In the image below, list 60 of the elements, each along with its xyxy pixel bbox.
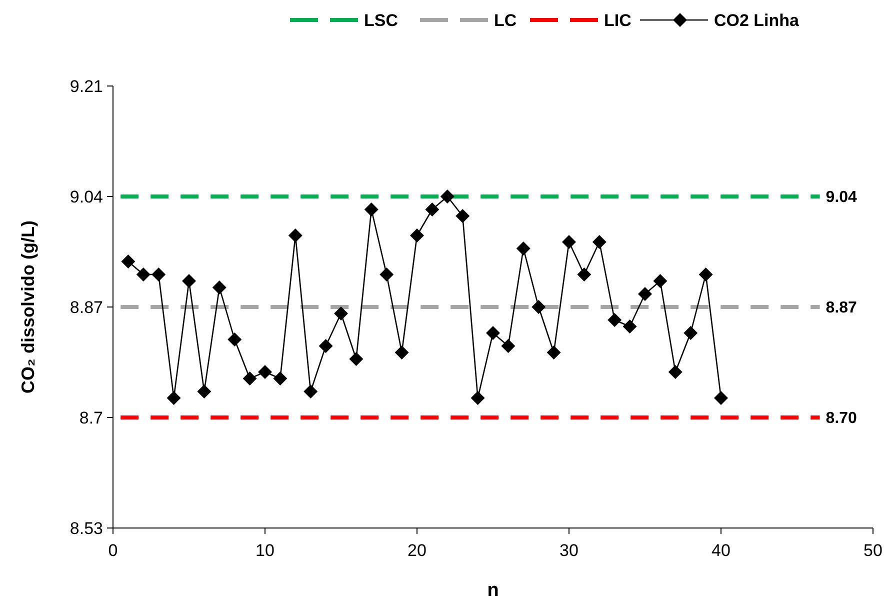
point bbox=[228, 332, 242, 346]
legend-label: LSC bbox=[364, 10, 398, 30]
point bbox=[456, 209, 470, 223]
legend-label: CO2 Linha bbox=[714, 10, 800, 30]
point bbox=[653, 274, 668, 288]
y-tick-label: 9.04 bbox=[70, 187, 103, 206]
point bbox=[470, 391, 485, 405]
point bbox=[380, 268, 394, 282]
point bbox=[394, 346, 409, 360]
point bbox=[714, 391, 728, 405]
point bbox=[304, 384, 318, 398]
point bbox=[577, 268, 592, 282]
point bbox=[410, 228, 424, 242]
point bbox=[684, 326, 698, 340]
point bbox=[532, 300, 546, 314]
point bbox=[166, 391, 181, 405]
legend-label: LIC bbox=[604, 10, 632, 30]
point bbox=[608, 313, 622, 327]
x-tick-label: 30 bbox=[560, 541, 578, 560]
x-tick-label: 20 bbox=[408, 541, 426, 560]
data-label: 8.87 bbox=[826, 300, 858, 317]
y-tick-label: 8.87 bbox=[70, 298, 103, 317]
point bbox=[136, 268, 150, 282]
y-tick-label: 9.21 bbox=[70, 76, 103, 96]
point bbox=[318, 339, 333, 353]
point bbox=[273, 372, 288, 386]
y-tick-label: 8.53 bbox=[70, 518, 103, 538]
point bbox=[197, 384, 212, 398]
point bbox=[212, 280, 226, 294]
point bbox=[622, 320, 637, 334]
point bbox=[334, 306, 348, 320]
point bbox=[258, 365, 272, 379]
point bbox=[668, 365, 682, 379]
x-tick-label: 10 bbox=[256, 541, 274, 560]
y-axis-title: CO₂ dissolvido (g/L) bbox=[18, 220, 38, 394]
point bbox=[152, 268, 166, 282]
y-tick-label: 8.7 bbox=[79, 408, 103, 428]
point bbox=[182, 274, 196, 288]
point bbox=[121, 254, 136, 268]
point bbox=[440, 190, 454, 204]
point bbox=[501, 339, 516, 353]
point bbox=[486, 326, 500, 340]
point bbox=[546, 346, 561, 360]
point bbox=[698, 268, 713, 282]
x-tick-label: 40 bbox=[712, 541, 730, 560]
x-tick-label: 0 bbox=[108, 541, 118, 560]
point bbox=[425, 202, 440, 216]
x-axis-title: n bbox=[487, 580, 499, 601]
data-label: 8.70 bbox=[826, 410, 858, 428]
data-label: 9.04 bbox=[826, 189, 858, 206]
x-tick-label: 50 bbox=[864, 541, 882, 560]
point bbox=[364, 202, 378, 216]
point bbox=[349, 352, 364, 366]
point bbox=[516, 242, 530, 256]
legend-label: LC bbox=[494, 10, 517, 30]
point bbox=[592, 235, 606, 249]
point bbox=[638, 287, 652, 301]
point bbox=[562, 235, 576, 249]
point bbox=[288, 228, 302, 242]
point bbox=[242, 372, 257, 386]
